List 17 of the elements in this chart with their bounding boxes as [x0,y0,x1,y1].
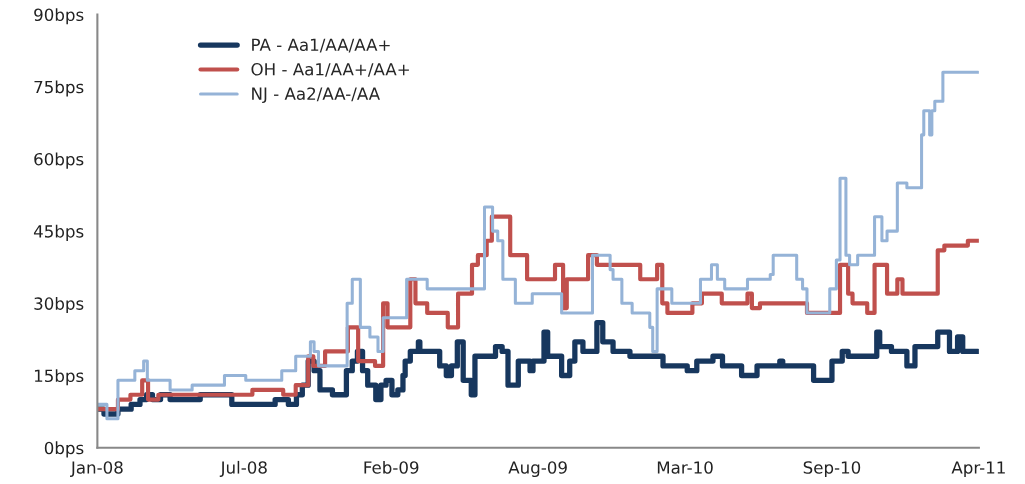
y-tick-label: 0bps [44,441,84,458]
x-tick-label: Aug-09 [508,461,567,478]
x-tick-label: Jan-08 [70,461,123,477]
legend-label: OH - Aa1/AA+/AA+ [251,62,409,77]
x-tick-label: Jul-08 [219,460,267,477]
y-tick-label: 75bps [34,80,84,97]
x-tick-label: Mar-10 [657,461,713,474]
x-tick-label: Sep-10 [803,461,861,478]
y-tick-label: 30bps [34,296,84,314]
legend-label: PA - Aa1/AA/AA+ [252,38,390,53]
y-tick-label: 90bps [34,8,84,25]
y-tick-label: 60bps [34,152,84,169]
x-tick-label: Feb-09 [364,460,419,474]
legend-label: NJ - Aa2/AA-/AA [252,87,380,104]
x-tick-label: Apr-11 [951,461,1005,478]
y-tick-label: 15bps [34,369,84,386]
y-tick-label: 45bps [33,224,84,241]
